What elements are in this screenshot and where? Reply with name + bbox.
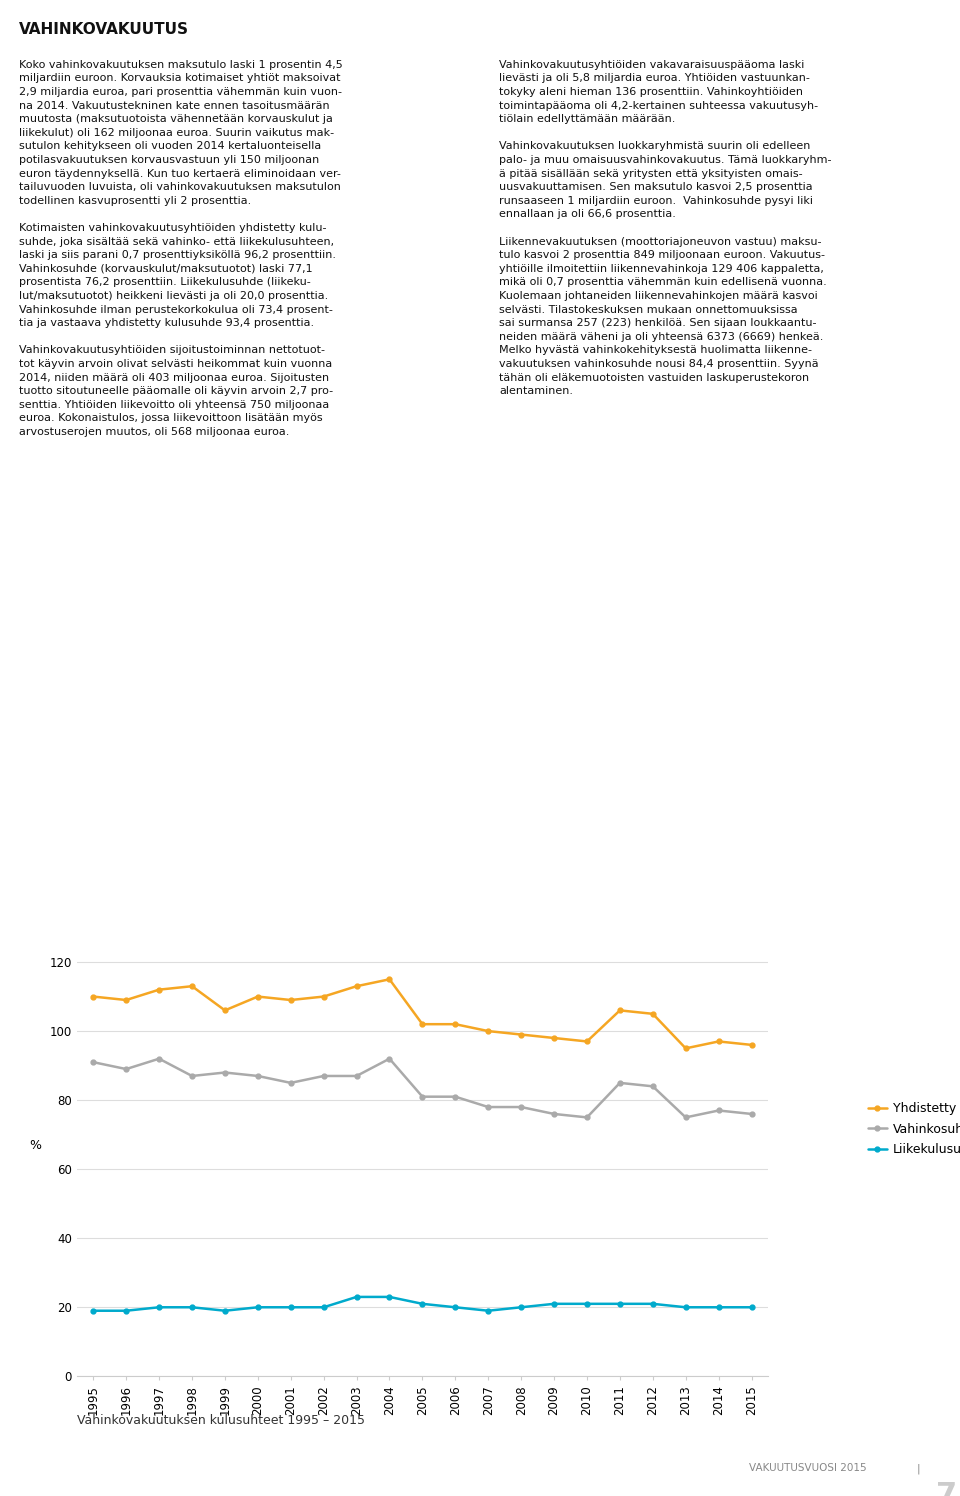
Text: Vahinkovakuutusyhtiöiden vakavaraisuuspääoma laski
lievästi ja oli 5,8 miljardia: Vahinkovakuutusyhtiöiden vakavaraisuuspä… bbox=[499, 60, 831, 396]
Legend: Yhdistetty kulusuhde, Vahinkosuhde, Liikekulusuhde: Yhdistetty kulusuhde, Vahinkosuhde, Liik… bbox=[868, 1103, 960, 1156]
Text: VAHINKOVAKUUTUS: VAHINKOVAKUUTUS bbox=[19, 22, 189, 37]
Text: Koko vahinkovakuutuksen maksutulo laski 1 prosentin 4,5
miljardiin euroon. Korva: Koko vahinkovakuutuksen maksutulo laski … bbox=[19, 60, 343, 437]
Text: 7: 7 bbox=[936, 1481, 957, 1496]
Y-axis label: %: % bbox=[30, 1138, 41, 1152]
Text: VAKUUTUSVUOSI 2015: VAKUUTUSVUOSI 2015 bbox=[749, 1463, 867, 1474]
Text: |: | bbox=[917, 1463, 921, 1474]
Text: Vahinkovakuutuksen kulusuhteet 1995 – 2015: Vahinkovakuutuksen kulusuhteet 1995 – 20… bbox=[77, 1414, 365, 1427]
